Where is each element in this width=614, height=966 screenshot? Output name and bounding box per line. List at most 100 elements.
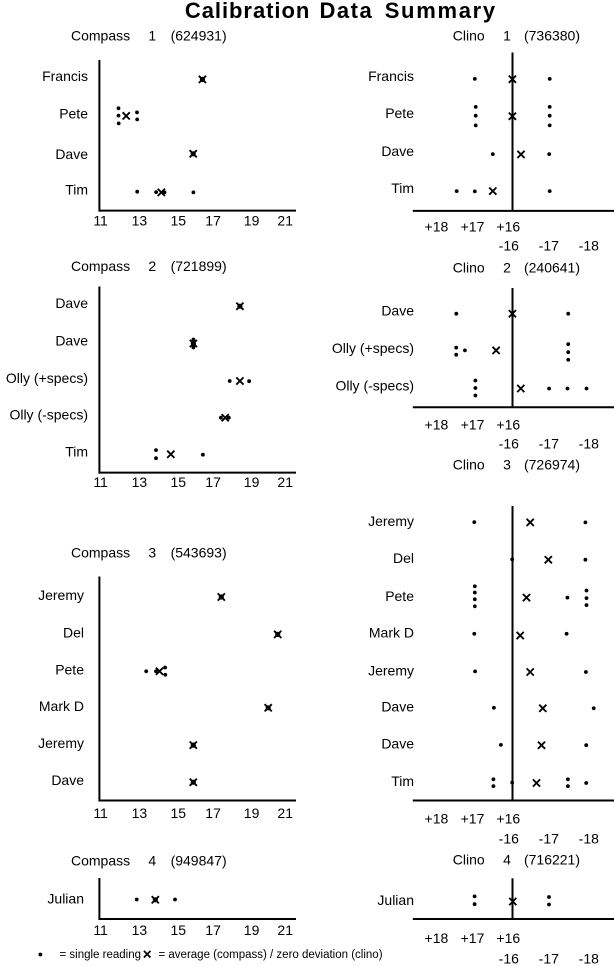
svg-text:-17: -17 — [539, 435, 559, 451]
svg-text:17: 17 — [205, 213, 221, 229]
svg-text:4: 4 — [503, 852, 511, 868]
svg-text:Dave: Dave — [51, 772, 84, 788]
svg-text:13: 13 — [132, 474, 148, 490]
svg-text:Summary: Summary — [385, 0, 497, 23]
svg-text:= average (compass) / zero dev: = average (compass) / zero deviation (cl… — [159, 949, 383, 961]
svg-text:Julian: Julian — [47, 891, 84, 907]
svg-text:-16: -16 — [499, 950, 519, 966]
svg-text:-16: -16 — [499, 830, 519, 846]
svg-text:Compass: Compass — [71, 545, 130, 561]
svg-text:+17: +17 — [461, 930, 485, 946]
svg-text:19: 19 — [244, 213, 260, 229]
svg-text:-16: -16 — [499, 435, 519, 451]
svg-text:11: 11 — [93, 922, 108, 938]
svg-text:Clino: Clino — [453, 852, 485, 868]
svg-text:13: 13 — [132, 922, 148, 938]
svg-text:+16: +16 — [496, 417, 520, 433]
svg-text:Calibration: Calibration — [185, 0, 310, 23]
svg-text:-18: -18 — [579, 950, 599, 966]
svg-text:Tim: Tim — [65, 181, 88, 197]
svg-text:+18: +18 — [425, 417, 449, 433]
svg-text:Olly (+specs): Olly (+specs) — [6, 370, 88, 386]
svg-text:Dave: Dave — [381, 303, 414, 319]
svg-text:Tim: Tim — [391, 773, 414, 789]
svg-text:Tim: Tim — [65, 443, 88, 459]
svg-text:15: 15 — [171, 922, 187, 938]
svg-text:Pete: Pete — [59, 106, 88, 122]
svg-text:(543693): (543693) — [171, 545, 227, 561]
svg-text:(949847): (949847) — [171, 852, 227, 868]
svg-text:Tim: Tim — [391, 180, 414, 196]
svg-text:Del: Del — [63, 624, 84, 640]
svg-text:-16: -16 — [499, 237, 519, 253]
svg-text:Dave: Dave — [55, 295, 88, 311]
svg-text:Francis: Francis — [42, 68, 88, 84]
svg-text:-18: -18 — [579, 435, 599, 451]
svg-text:4: 4 — [148, 852, 156, 868]
svg-text:+18: +18 — [425, 930, 449, 946]
svg-text:+18: +18 — [425, 811, 449, 827]
svg-text:Jeremy: Jeremy — [38, 735, 84, 751]
svg-text:-17: -17 — [539, 830, 559, 846]
svg-text:+16: +16 — [496, 219, 520, 235]
svg-text:-18: -18 — [579, 830, 599, 846]
svg-text:2: 2 — [148, 258, 156, 274]
svg-text:1: 1 — [503, 27, 511, 43]
svg-text:= single reading: = single reading — [60, 949, 142, 961]
svg-text:Olly (-specs): Olly (-specs) — [335, 378, 414, 394]
svg-text:Jeremy: Jeremy — [368, 513, 414, 529]
svg-text:17: 17 — [205, 805, 221, 821]
svg-text:11: 11 — [93, 213, 108, 229]
svg-text:2: 2 — [503, 260, 511, 276]
svg-text:+17: +17 — [461, 219, 485, 235]
svg-text:(726974): (726974) — [524, 456, 580, 472]
svg-text:Dave: Dave — [55, 146, 88, 162]
svg-text:3: 3 — [503, 456, 511, 472]
svg-text:15: 15 — [171, 805, 187, 821]
svg-text:+18: +18 — [425, 219, 449, 235]
svg-text:Jeremy: Jeremy — [38, 587, 84, 603]
svg-text:(624931): (624931) — [171, 27, 227, 43]
svg-text:(736380): (736380) — [524, 27, 580, 43]
svg-text:Olly (-specs): Olly (-specs) — [9, 407, 88, 423]
svg-text:Pete: Pete — [55, 661, 84, 677]
svg-text:Clino: Clino — [453, 27, 485, 43]
svg-text:13: 13 — [132, 213, 148, 229]
svg-text:Julian: Julian — [377, 892, 414, 908]
svg-text:13: 13 — [132, 805, 148, 821]
svg-text:Clino: Clino — [453, 456, 485, 472]
svg-text:Compass: Compass — [71, 258, 130, 274]
svg-text:Compass: Compass — [71, 852, 130, 868]
svg-text:Dave: Dave — [55, 333, 88, 349]
svg-text:17: 17 — [205, 474, 221, 490]
svg-text:-17: -17 — [539, 237, 559, 253]
svg-text:Clino: Clino — [453, 260, 485, 276]
svg-text:11: 11 — [93, 474, 108, 490]
svg-text:Jeremy: Jeremy — [368, 662, 414, 678]
svg-text:Del: Del — [393, 550, 414, 566]
svg-text:19: 19 — [244, 922, 260, 938]
svg-text:Dave: Dave — [381, 736, 414, 752]
svg-text:Compass: Compass — [71, 27, 130, 43]
svg-text:21: 21 — [277, 213, 293, 229]
svg-text:Mark D: Mark D — [39, 698, 84, 714]
svg-text:15: 15 — [171, 213, 187, 229]
svg-text:Dave: Dave — [381, 143, 414, 159]
svg-text:Mark D: Mark D — [369, 625, 414, 641]
svg-text:-17: -17 — [539, 950, 559, 966]
svg-text:Francis: Francis — [368, 68, 414, 84]
svg-text:+16: +16 — [496, 930, 520, 946]
svg-text:Pete: Pete — [385, 105, 414, 121]
svg-text:+17: +17 — [461, 417, 485, 433]
svg-text:+17: +17 — [461, 811, 485, 827]
svg-text:19: 19 — [244, 805, 260, 821]
svg-text:-18: -18 — [579, 237, 599, 253]
svg-text:15: 15 — [171, 474, 187, 490]
svg-text:Dave: Dave — [381, 699, 414, 715]
svg-text:21: 21 — [277, 922, 293, 938]
svg-text:Olly (+specs): Olly (+specs) — [332, 340, 414, 356]
svg-text:1: 1 — [148, 27, 156, 43]
svg-text:(240641): (240641) — [524, 260, 580, 276]
svg-text:21: 21 — [277, 474, 293, 490]
svg-text:(721899): (721899) — [171, 258, 227, 274]
